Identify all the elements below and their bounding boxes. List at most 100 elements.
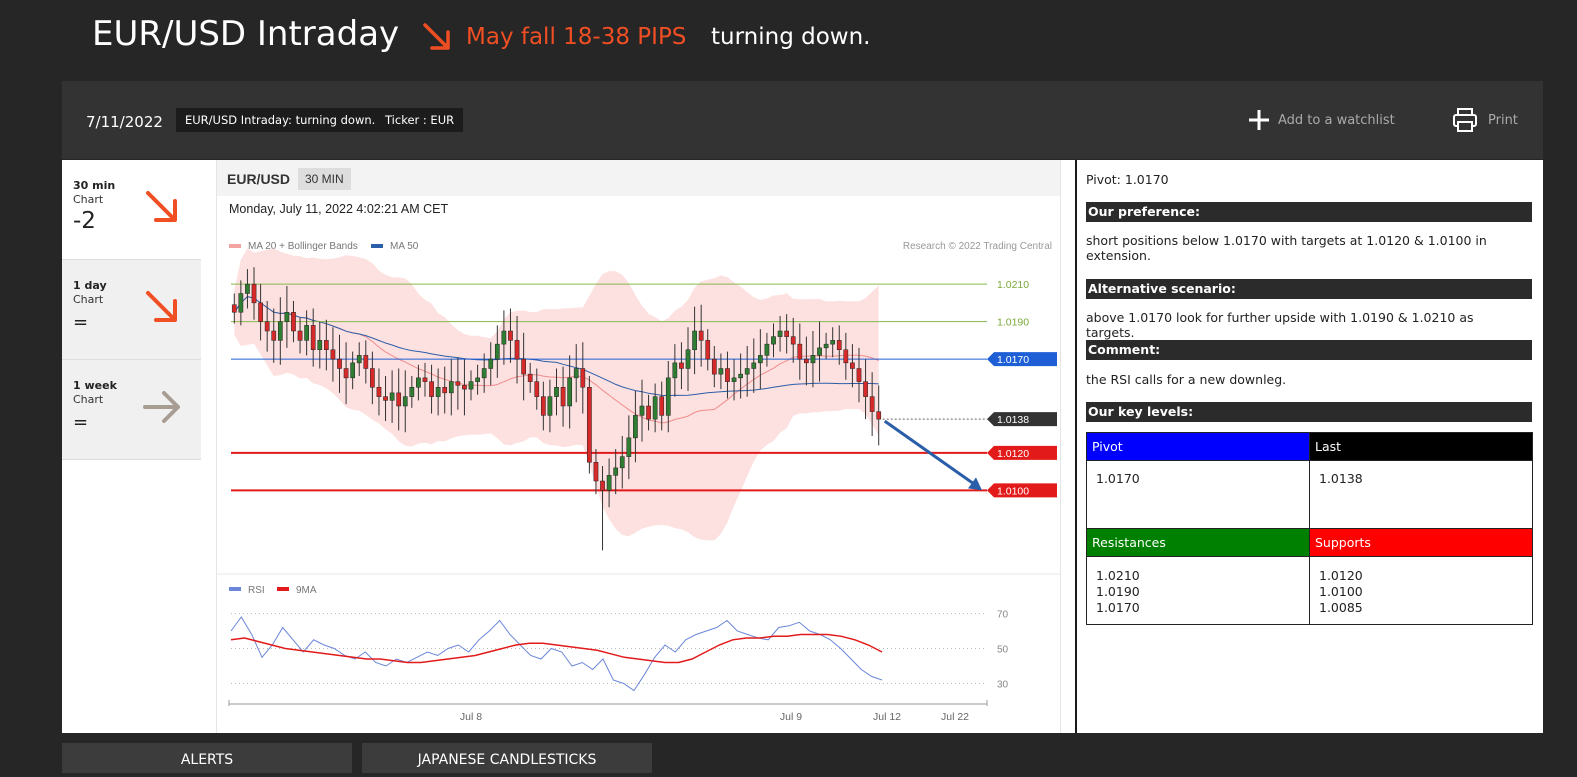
alternative-heading: Alternative scenario: [1086, 279, 1532, 299]
candle [659, 396, 665, 416]
candle [869, 396, 875, 412]
key-levels-table: Pivot Last 1.0170 1.0138 Resistances Sup… [1086, 432, 1533, 625]
tab-alerts[interactable]: ALERTS [62, 743, 352, 773]
candle [718, 368, 724, 375]
candle [481, 368, 487, 379]
candle [731, 377, 737, 382]
level-label: 1.0170 [997, 354, 1029, 366]
timeframe-sub: Chart [73, 293, 104, 306]
candle [271, 330, 277, 341]
watchlist-label: Add to a watchlist [1278, 112, 1395, 128]
supports-header: Supports [1309, 528, 1533, 557]
rsi-line [230, 616, 883, 692]
level-tag-last [987, 412, 1057, 427]
candle [751, 362, 757, 369]
resistance-2: 1.0190 [1096, 584, 1140, 599]
legend-bollinger: MA 20 + Bollinger Bands [248, 241, 358, 252]
candle [810, 355, 816, 364]
rsi-tick-label: 30 [997, 680, 1009, 691]
candle [790, 336, 796, 345]
candle [534, 381, 540, 397]
timeframe-1week[interactable]: 1 week Chart = [62, 360, 201, 460]
candle [291, 312, 296, 332]
candlestick-chart[interactable]: MA 20 + Bollinger Bands MA 50 Research ©… [217, 196, 1060, 733]
level-label: 1.0190 [997, 317, 1029, 329]
ticker-tag: Ticker : EUR [376, 108, 464, 132]
candle [245, 283, 250, 294]
candle [593, 462, 599, 482]
candle [672, 362, 678, 379]
candle [389, 392, 395, 401]
candle [757, 355, 763, 364]
candle [356, 355, 362, 364]
rsi-tick-label: 50 [997, 645, 1009, 656]
candle [468, 381, 474, 390]
candle [698, 330, 704, 341]
candle [508, 330, 513, 341]
candle [323, 340, 329, 350]
level-label: 1.0120 [997, 448, 1029, 460]
candle [560, 387, 566, 407]
resistance-3: 1.0170 [1096, 600, 1140, 615]
rsi-ma-line [230, 633, 883, 664]
candle [679, 362, 684, 369]
alternative-text: above 1.0170 look for further upside wit… [1086, 310, 1474, 340]
projection-arrow [883, 419, 977, 487]
arrow-down-right-icon [146, 291, 177, 322]
timeframe-name: 1 day [73, 279, 107, 292]
candle [613, 467, 619, 476]
chart-datetime: Monday, July 11, 2022 4:02:21 AM CET [229, 202, 449, 216]
resistances-header: Resistances [1086, 528, 1310, 557]
pivot-value: 1.0170 [1086, 460, 1310, 529]
x-tick-label: Jul 12 [873, 711, 901, 723]
arrow-right-icon [143, 391, 180, 423]
candle [383, 396, 388, 401]
print-label: Print [1488, 112, 1518, 128]
candle [317, 340, 323, 350]
level-tag-support [987, 445, 1057, 460]
candle [370, 368, 375, 388]
candle [402, 396, 408, 407]
comment-heading: Comment: [1086, 340, 1532, 360]
candle [284, 312, 290, 322]
chart-header: EUR/USD 30 MIN [217, 160, 1060, 196]
timeframe-value: = [73, 412, 89, 433]
candle [665, 377, 671, 416]
candle [297, 330, 303, 341]
resistances-values: 1.0210 1.0190 1.0170 [1086, 556, 1310, 625]
last-header: Last [1309, 432, 1533, 461]
preference-heading: Our preference: [1086, 202, 1532, 222]
candle [692, 330, 697, 350]
candle [422, 377, 428, 382]
candle [725, 368, 730, 382]
timeframe-sub: Chart [73, 193, 104, 206]
key-levels-heading: Our key levels: [1086, 402, 1532, 422]
tab-japanese-candlesticks[interactable]: JAPANESE CANDLESTICKS [362, 743, 652, 773]
candle [501, 330, 507, 345]
chart-legend: MA 20 + Bollinger Bands MA 50 Research ©… [229, 241, 1052, 252]
print-button[interactable]: Print [1452, 107, 1518, 133]
timeframe-value: = [73, 312, 89, 333]
candle [514, 340, 520, 360]
x-tick-label: Jul 9 [780, 711, 802, 723]
candle [633, 415, 638, 439]
add-watchlist-button[interactable]: Add to a watchlist [1248, 107, 1395, 133]
legend-ma50: MA 50 [390, 241, 419, 252]
page-title: EUR/USD Intraday [92, 14, 400, 54]
panel-divider [1075, 160, 1077, 733]
chart-timeframe-badge[interactable]: 30 MIN [298, 168, 351, 190]
timeframe-name: 30 min [73, 179, 116, 192]
candle [277, 321, 283, 341]
candle [639, 405, 645, 416]
candle [304, 325, 309, 341]
timeframe-30min[interactable]: 30 min Chart -2 [62, 160, 201, 260]
timeframe-1day[interactable]: 1 day Chart = [62, 260, 201, 360]
candle [711, 358, 717, 375]
candle [363, 355, 369, 369]
candle [448, 381, 454, 394]
candle [863, 381, 868, 397]
candle [488, 358, 494, 369]
candle [264, 321, 270, 332]
candle [455, 381, 461, 386]
level-label: 1.0210 [997, 279, 1029, 291]
